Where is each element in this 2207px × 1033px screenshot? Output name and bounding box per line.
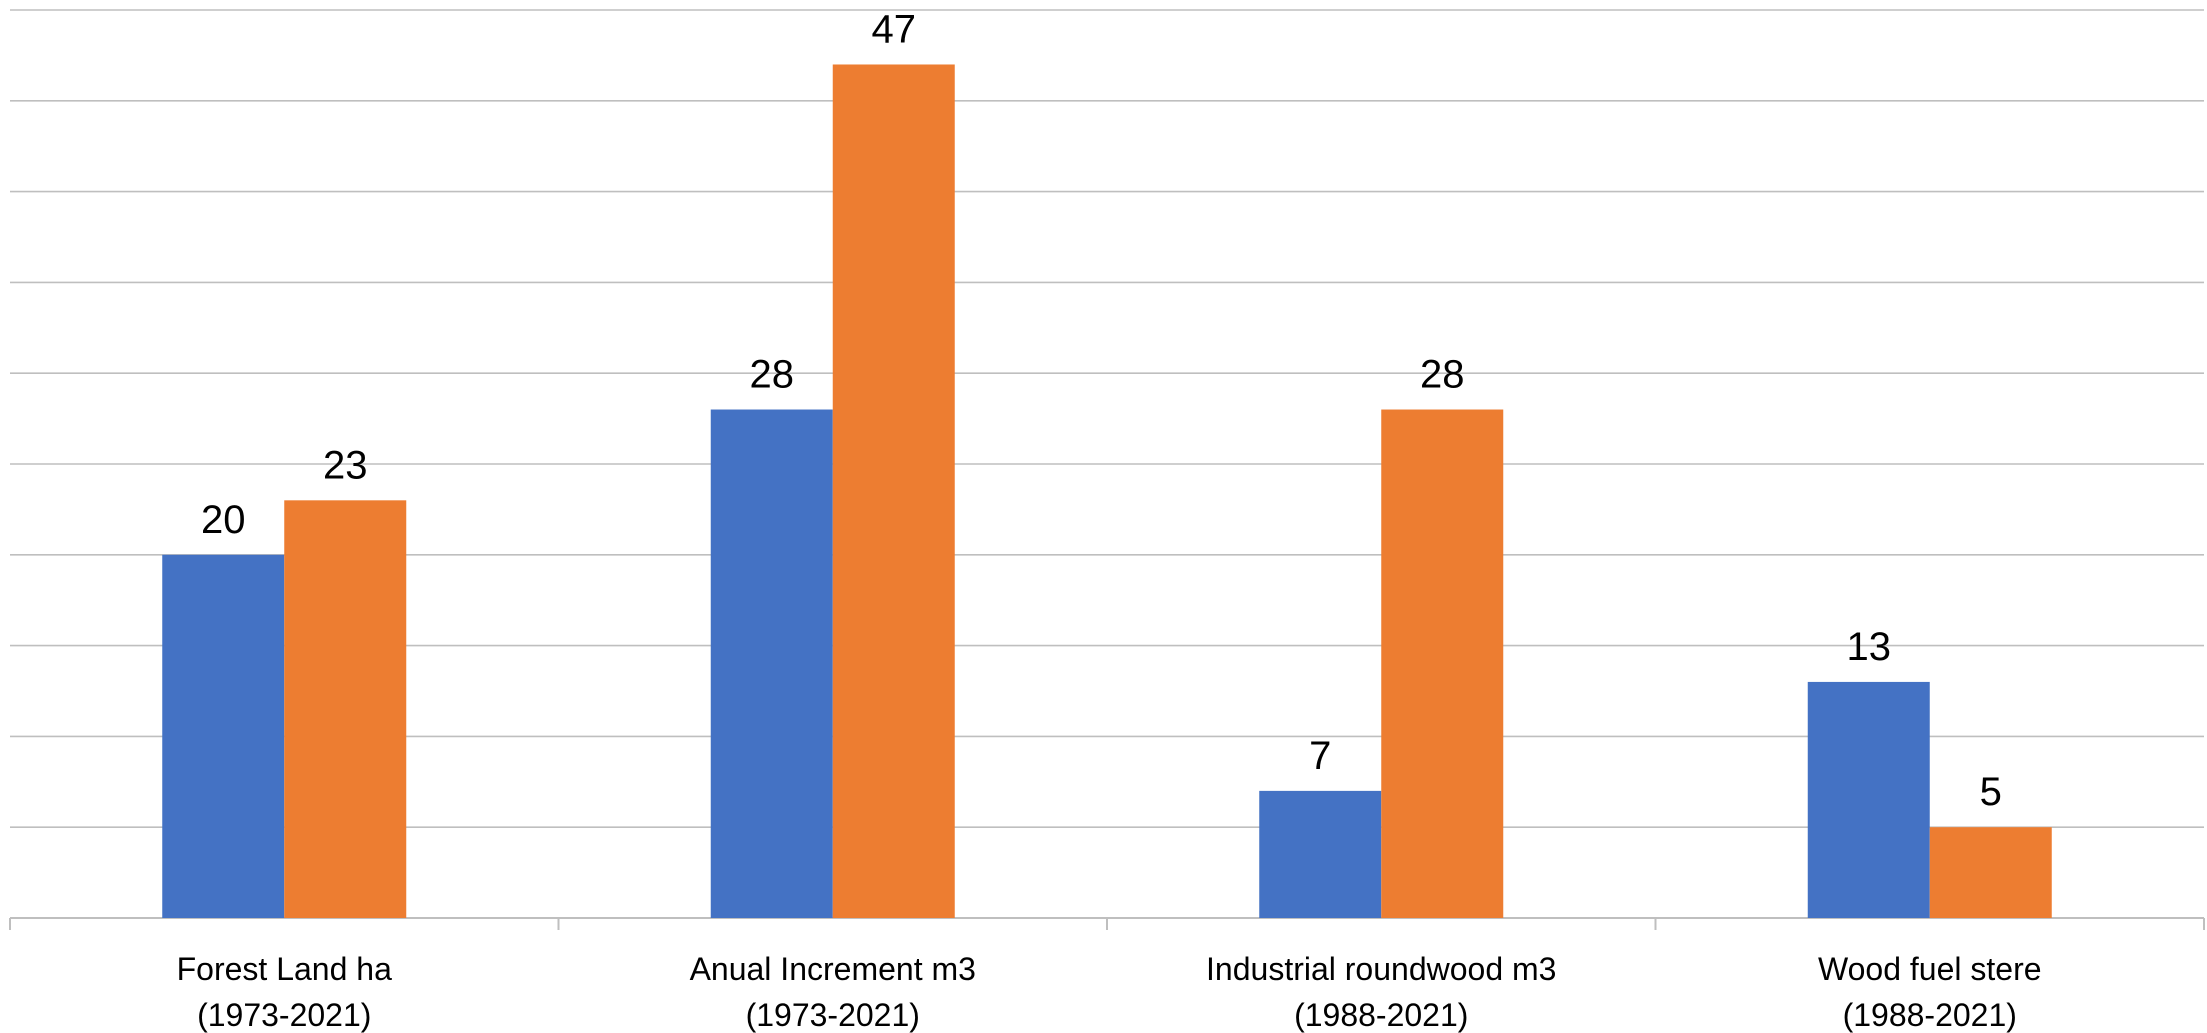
category-label: (1988-2021)	[1294, 997, 1468, 1033]
category-label: (1973-2021)	[746, 997, 920, 1033]
bar-series-2-2	[1381, 409, 1504, 918]
bars	[162, 64, 2052, 919]
category-labels: Forest Land ha (1973-2021) Anual Increment…	[177, 951, 2042, 1033]
category-label: (1988-2021)	[1843, 997, 2017, 1033]
data-label: 47	[872, 7, 917, 51]
data-label: 23	[323, 443, 368, 487]
data-label: 20	[201, 498, 246, 542]
data-label: 13	[1847, 625, 1892, 669]
bar-series-2-3	[1929, 827, 2052, 918]
category-label: (1973-2021)	[197, 997, 371, 1033]
bar-series-1-0	[162, 554, 285, 918]
category-label: Wood fuel stere	[1818, 951, 2042, 987]
bar-series-1-3	[1807, 681, 1930, 918]
bar-series-2-1	[832, 64, 955, 919]
category-label: Anual Increment m3	[690, 951, 976, 987]
x-axis	[9, 917, 2205, 930]
data-label: 28	[1420, 353, 1465, 397]
data-labels: 20 23 28 47 7 28 13 5	[201, 7, 2002, 814]
bar-series-2-0	[284, 500, 407, 918]
bar-series-1-1	[710, 409, 833, 918]
data-label: 28	[750, 353, 795, 397]
data-label: 5	[1980, 770, 2002, 814]
bar-series-1-2	[1259, 790, 1382, 918]
category-label: Forest Land ha	[177, 951, 392, 987]
category-label: Industrial roundwood m3	[1206, 951, 1556, 987]
data-label: 7	[1309, 734, 1331, 778]
